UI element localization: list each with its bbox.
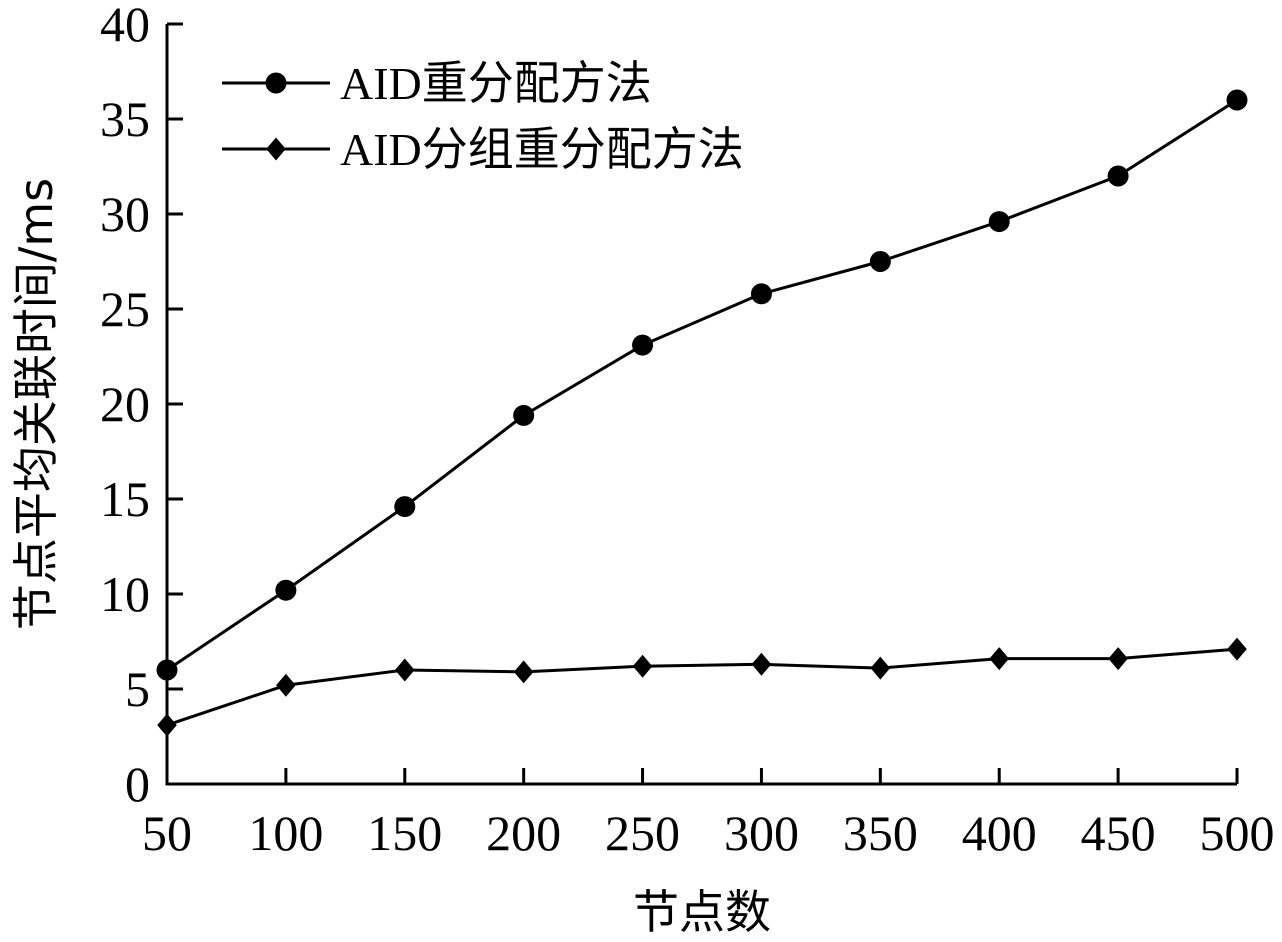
x-tick-label-50: 50 (142, 805, 192, 861)
series-2-line (166, 647, 1238, 727)
legend: AID重分配方法 AID分组重分配方法 (222, 58, 744, 175)
x-tick-label-450: 450 (1081, 805, 1156, 861)
x-tick-label-350: 350 (843, 805, 918, 861)
series-1-point-200 (513, 404, 535, 426)
legend-item-2: AID分组重分配方法 (222, 124, 744, 175)
series-1-point-300 (750, 283, 772, 305)
x-tick-label-300: 300 (724, 805, 799, 861)
series-1-point-50 (156, 659, 178, 681)
series-2 (157, 637, 1247, 737)
x-tick-label-150: 150 (367, 805, 442, 861)
y-tick-label-5: 5 (125, 661, 150, 717)
y-tick-label-15: 15 (100, 471, 150, 527)
x-tick-label-100: 100 (248, 805, 323, 861)
series-1-point-450 (1107, 165, 1129, 187)
legend-marker-2 (266, 137, 286, 161)
series-2-point-400 (989, 647, 1009, 671)
y-tick-label-40: 40 (100, 0, 150, 52)
series-2-point-250 (632, 654, 653, 678)
series-1 (156, 89, 1248, 681)
legend-item-1: AID重分配方法 (222, 58, 652, 109)
series-1-line (166, 98, 1238, 672)
legend-label-1: AID重分配方法 (340, 58, 652, 109)
series-1-point-350 (869, 251, 891, 272)
series-2-point-500 (1227, 637, 1247, 661)
series-2-point-50 (157, 713, 177, 737)
y-tick-label-30: 30 (100, 186, 150, 242)
series-2-point-350 (870, 656, 891, 680)
x-tick-label-200: 200 (486, 805, 561, 861)
y-tick-label-20: 20 (100, 376, 150, 432)
series-2-point-450 (1108, 647, 1128, 671)
legend-label-2: AID分组重分配方法 (340, 124, 744, 175)
series-2-point-150 (395, 658, 415, 682)
series-2-point-200 (513, 660, 534, 684)
series-1-point-100 (275, 579, 297, 601)
ticks: 50 100 150 200 250 300 350 400 450 500 0 5 10 15 20 25 3… (100, 0, 1275, 861)
x-tick-label-500: 500 (1200, 805, 1275, 861)
series-1-point-400 (988, 211, 1010, 233)
x-tick-label-250: 250 (605, 805, 680, 861)
y-tick-label-35: 35 (100, 91, 150, 147)
y-axis-label: 节点平均关联时间/ms (9, 178, 63, 630)
y-tick-label-0: 0 (125, 756, 150, 812)
x-axis-label: 节点数 (633, 885, 771, 938)
series-2-point-300 (751, 652, 772, 676)
x-tick-label-400: 400 (962, 805, 1037, 861)
legend-marker-1 (265, 72, 287, 94)
series-1-point-500 (1226, 89, 1248, 111)
series-1-point-250 (632, 334, 654, 356)
y-tick-label-10: 10 (100, 566, 150, 622)
series-2-point-100 (276, 673, 296, 697)
series-1-point-150 (394, 496, 416, 518)
y-tick-label-25: 25 (100, 281, 150, 337)
series (156, 89, 1248, 737)
